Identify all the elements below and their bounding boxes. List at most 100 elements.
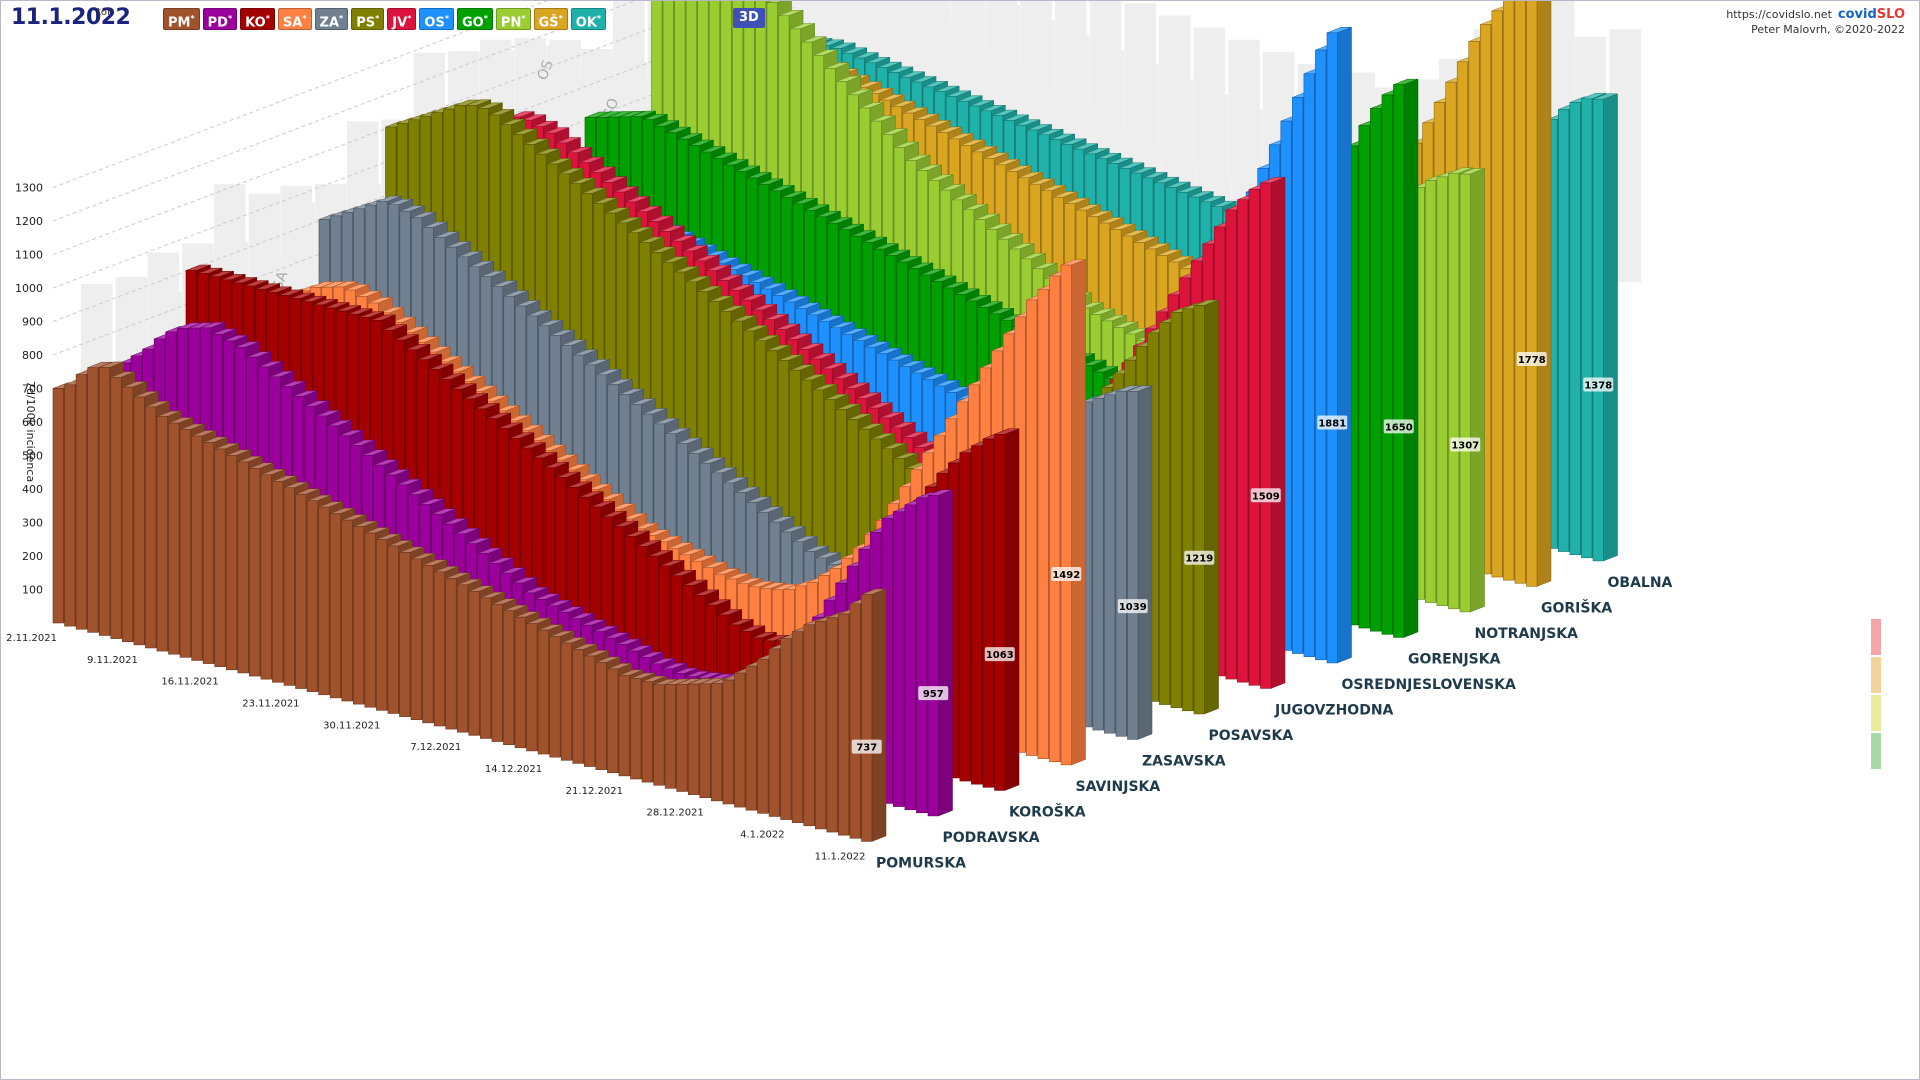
legend-chip-pd[interactable]: PD* xyxy=(202,8,238,31)
bar xyxy=(537,629,549,755)
legend-chip-jv[interactable]: JV* xyxy=(387,8,417,31)
region-label-ok: OBALNA xyxy=(1608,575,1673,591)
bar-side xyxy=(1603,93,1618,562)
bar xyxy=(1225,209,1237,680)
legend-chip-gš[interactable]: GŠ* xyxy=(533,8,568,30)
bar xyxy=(1170,312,1182,708)
legend-chip-label: PD xyxy=(207,15,228,31)
legend-chip-label: JV xyxy=(392,15,408,31)
bar xyxy=(927,495,939,817)
value-label-ps: 1219 xyxy=(1185,554,1213,565)
region-label-go: GORENJSKA xyxy=(1408,651,1501,667)
bar xyxy=(306,500,318,692)
bar xyxy=(583,655,596,767)
bar xyxy=(249,468,261,677)
bar xyxy=(110,376,122,639)
legend-chip-os[interactable]: OS* xyxy=(419,8,454,30)
y-axis: 100 200 300 400 500 600 700 800 900 1000 1100 1200 1… xyxy=(15,182,43,597)
y-axis-label: 7d/100k incidenca xyxy=(24,381,37,482)
legend-chip-pm[interactable]: PM* xyxy=(163,8,200,30)
value-label-ko: 1063 xyxy=(986,650,1014,661)
legend-chip-sa[interactable]: SA* xyxy=(277,8,312,30)
y-tick-label: 600 xyxy=(22,416,43,429)
bar xyxy=(1260,182,1272,689)
bar xyxy=(399,552,411,717)
legend-chip-marker: * xyxy=(375,14,380,23)
bar xyxy=(803,624,815,827)
bar xyxy=(410,558,422,721)
bar xyxy=(237,461,249,674)
bar xyxy=(1037,289,1049,759)
y-tick-label: 1000 xyxy=(15,282,43,295)
bar xyxy=(595,662,607,770)
legend-chip-marker: * xyxy=(558,14,563,23)
bar xyxy=(1060,264,1072,766)
y-tick-label: 800 xyxy=(22,349,43,362)
region-label-gš: GORIŠKA xyxy=(1541,598,1612,616)
source-url[interactable]: https://covidslo.net xyxy=(1726,8,1832,21)
bar xyxy=(1026,299,1038,756)
bar xyxy=(133,396,145,646)
y-tick-label: 1300 xyxy=(15,182,43,195)
bar xyxy=(1425,180,1437,603)
legend-chip-ps[interactable]: PS* xyxy=(351,8,385,30)
x-tick-label: 14.12.2021 xyxy=(485,764,542,775)
bar xyxy=(641,681,653,783)
bar xyxy=(364,532,376,708)
value-label-jv: 1509 xyxy=(1252,491,1280,502)
bar xyxy=(145,406,157,649)
bar-side xyxy=(871,588,887,842)
bar xyxy=(916,497,928,814)
brand-logo: covidSLO xyxy=(1838,7,1905,22)
bar xyxy=(526,623,538,752)
bar xyxy=(1581,98,1593,559)
legend-chip-label: ZA xyxy=(319,15,340,31)
bar xyxy=(75,374,87,630)
x-tick-label: 11.1.2022 xyxy=(815,851,866,862)
region-label-ko: KOROŠKA xyxy=(1009,802,1086,820)
legend-chip-go[interactable]: GO* xyxy=(457,8,493,30)
view-3d-button[interactable]: 3D xyxy=(733,8,765,28)
current-date: 11.1.2022 xyxy=(11,5,131,30)
bar xyxy=(1104,394,1116,734)
bar xyxy=(1370,108,1382,632)
bar xyxy=(1292,97,1304,654)
bar xyxy=(156,416,168,652)
bar xyxy=(1514,1,1526,584)
bar xyxy=(456,584,469,733)
bar xyxy=(1237,199,1249,683)
bar xyxy=(1115,390,1127,737)
author: Peter Malovrh, ©2020-2022 xyxy=(1751,23,1905,36)
bar xyxy=(122,386,134,643)
bar xyxy=(1127,391,1139,740)
legend-chip-za[interactable]: ZA* xyxy=(314,8,349,31)
bar xyxy=(560,642,573,761)
weekday: tor xyxy=(97,7,112,18)
legend-chip-ko[interactable]: KO* xyxy=(240,8,275,30)
bar xyxy=(893,511,905,807)
value-label-pd: 957 xyxy=(923,689,944,700)
brand-accent: SLO xyxy=(1876,7,1905,22)
bar xyxy=(1503,1,1515,581)
bar-side xyxy=(1004,428,1020,791)
legend-chip-ok[interactable]: OK* xyxy=(570,8,607,30)
bar-side xyxy=(1403,78,1419,638)
bar xyxy=(98,367,110,636)
y-tick-label: 1200 xyxy=(15,215,43,228)
bar xyxy=(745,665,757,811)
x-tick-label: 7.12.2021 xyxy=(410,742,461,753)
bar-side xyxy=(1071,259,1086,766)
bar xyxy=(480,597,492,739)
bar xyxy=(1526,1,1538,587)
legend-chip-label: PN xyxy=(500,15,522,31)
bar xyxy=(826,617,838,833)
bar xyxy=(87,367,99,633)
bar xyxy=(549,636,561,758)
x-tick-label: 28.12.2021 xyxy=(647,808,704,819)
bar xyxy=(959,452,971,782)
region-label-pm: POMURSKA xyxy=(876,855,966,871)
region-label-os: OSREDNJESLOVENSKA xyxy=(1342,677,1517,693)
series-pm xyxy=(52,361,887,842)
legend-chip-pn[interactable]: PN* xyxy=(495,8,531,31)
